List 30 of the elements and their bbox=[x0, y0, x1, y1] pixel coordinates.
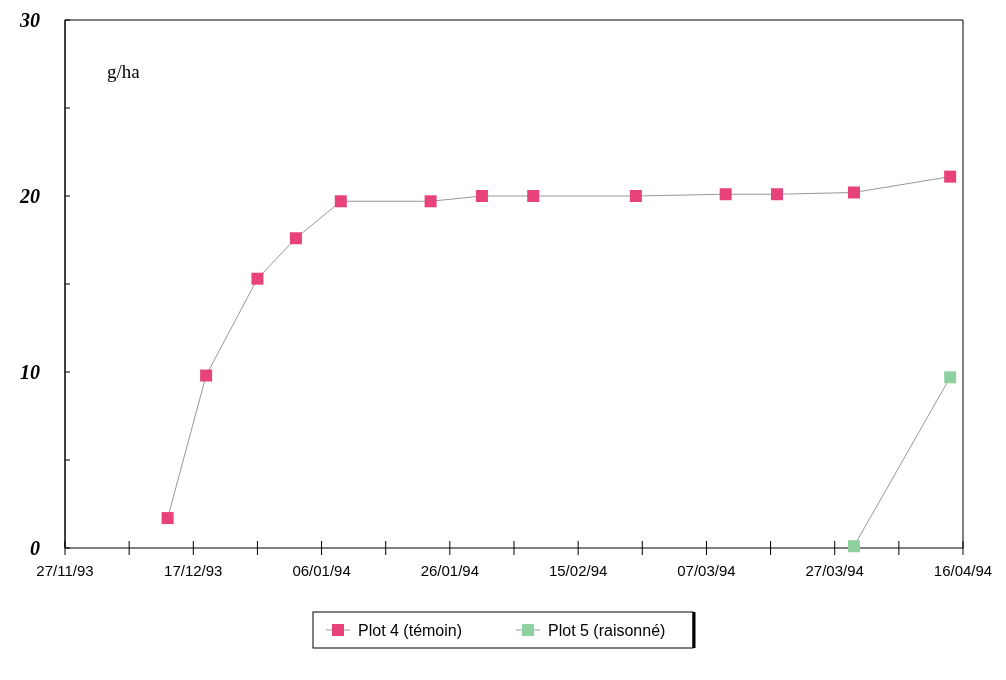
legend-label: Plot 5 (raisonné) bbox=[548, 622, 666, 639]
x-tick-label: 17/12/93 bbox=[164, 562, 223, 579]
x-tick-label: 27/11/93 bbox=[36, 562, 94, 579]
y-axis-title: g/ha bbox=[107, 61, 141, 82]
point bbox=[161, 512, 174, 525]
point bbox=[629, 190, 642, 202]
y-tick-label: 20 bbox=[19, 185, 40, 207]
x-tick-label: 26/01/94 bbox=[420, 562, 480, 579]
point bbox=[719, 188, 732, 201]
y-tick-label: 30 bbox=[19, 9, 40, 31]
y-tick-label: 0 bbox=[30, 537, 40, 559]
point bbox=[424, 195, 437, 208]
point bbox=[334, 195, 347, 208]
point bbox=[527, 190, 540, 202]
point bbox=[251, 272, 264, 285]
point bbox=[944, 170, 957, 183]
x-tick-label: 27/03/94 bbox=[805, 562, 864, 579]
x-tick-label: 06/01/94 bbox=[292, 562, 351, 579]
x-tick-label: 16/04/94 bbox=[933, 562, 993, 579]
y-tick-label: 10 bbox=[20, 361, 40, 383]
point bbox=[770, 188, 783, 201]
x-tick-label: 07/03/94 bbox=[677, 562, 736, 579]
legend-label: Plot 4 (témoin) bbox=[358, 622, 463, 639]
point bbox=[200, 369, 213, 382]
point bbox=[289, 232, 302, 245]
point bbox=[944, 371, 957, 384]
point bbox=[847, 540, 860, 553]
x-tick-label: 15/02/94 bbox=[548, 562, 608, 579]
point bbox=[475, 190, 488, 202]
point bbox=[847, 186, 860, 199]
